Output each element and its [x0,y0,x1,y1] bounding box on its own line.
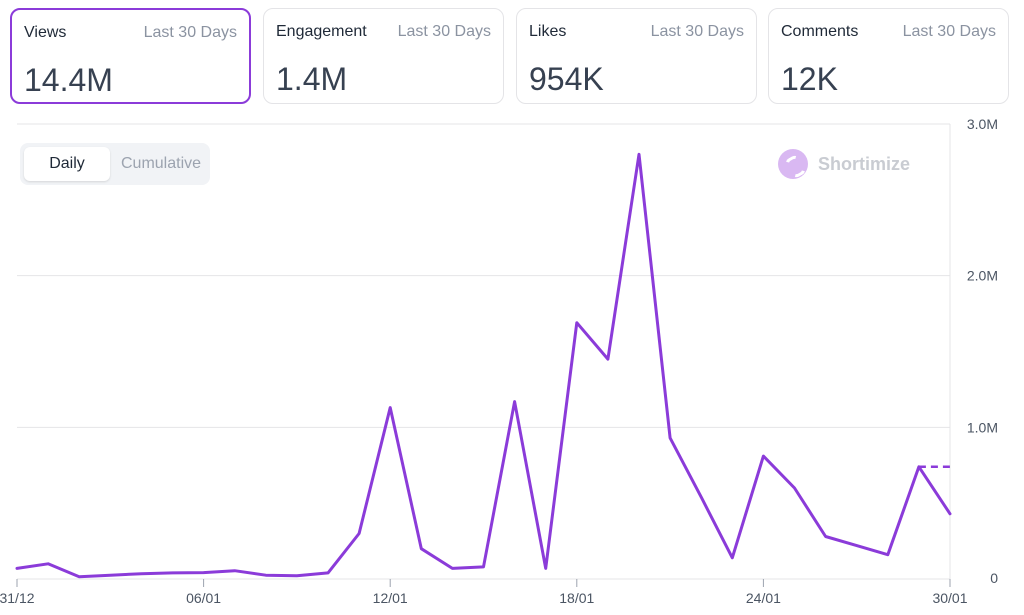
chart-mode-toggle: Daily Cumulative [20,143,210,185]
metric-label: Comments [781,23,859,40]
x-tick-label: 06/01 [186,590,221,606]
y-tick-label: 1.0M [967,419,998,435]
metric-card-views[interactable]: Views Last 30 Days 14.4M [10,8,251,104]
y-tick-label: 0 [990,570,998,586]
y-tick-label: 3.0M [967,116,998,132]
views-series-line [15,152,952,579]
metric-period: Last 30 Days [397,23,491,40]
x-tick-label: 31/12 [0,590,35,606]
y-tick-label: 2.0M [967,268,998,284]
metric-value: 12K [781,61,838,97]
brand-name: Shortimize [818,154,911,174]
x-tick-label: 30/01 [932,590,967,606]
x-tick-label: 18/01 [559,590,594,606]
shortimize-logo-icon [778,149,808,179]
x-tick-label: 12/01 [373,590,408,606]
cumulative-toggle-button[interactable]: Cumulative [120,155,202,172]
metric-label: Engagement [276,23,367,40]
metric-period: Last 30 Days [143,24,237,41]
metric-value: 1.4M [276,61,348,97]
metric-card-comments[interactable]: Comments Last 30 Days 12K [768,8,1009,104]
metric-value: 954K [529,61,604,97]
metric-label: Views [24,24,67,41]
x-tick-label: 24/01 [746,590,781,606]
metric-value: 14.4M [24,62,113,98]
metric-period: Last 30 Days [902,23,996,40]
daily-toggle-button[interactable]: Daily [24,147,110,181]
metric-label: Likes [529,23,567,40]
metric-period: Last 30 Days [650,23,744,40]
metric-card-likes[interactable]: Likes Last 30 Days 954K [516,8,757,104]
metric-card-engagement[interactable]: Engagement Last 30 Days 1.4M [263,8,504,104]
